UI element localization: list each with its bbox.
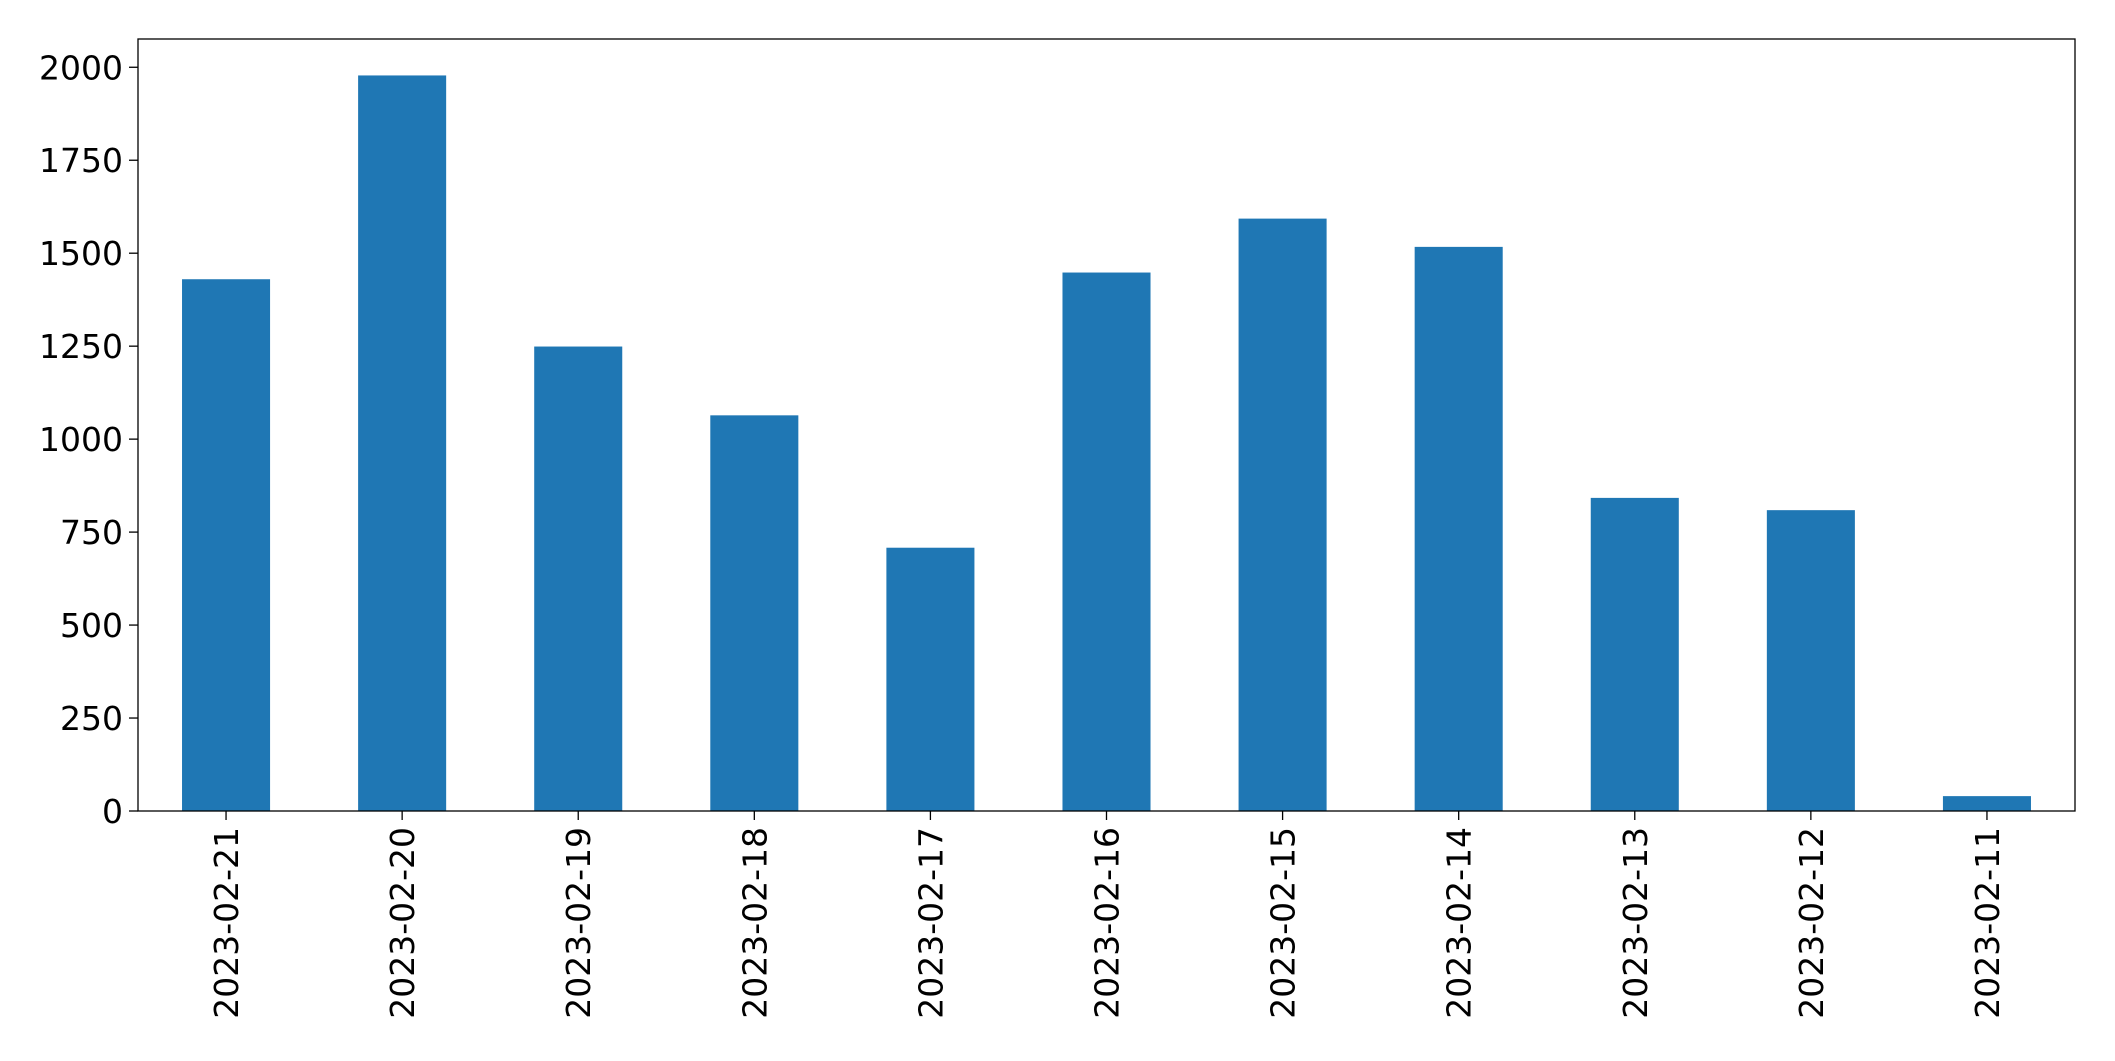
x-tick-label: 2023-02-21 [207, 827, 246, 1019]
x-tick-label: 2023-02-16 [1088, 827, 1127, 1019]
x-tick-label: 2023-02-11 [1968, 827, 2007, 1019]
bar [1062, 272, 1151, 812]
bar [710, 415, 799, 811]
y-tick-label: 0 [102, 792, 123, 831]
y-tick-label: 250 [60, 699, 123, 738]
x-tick-label: 2023-02-18 [735, 827, 774, 1019]
bar [358, 75, 447, 811]
bar [534, 346, 623, 811]
x-tick-label: 2023-02-15 [1264, 827, 1303, 1019]
x-tick-label: 2023-02-13 [1616, 827, 1655, 1019]
x-tick-label: 2023-02-17 [911, 827, 950, 1019]
bar [1766, 510, 1855, 811]
y-tick-label: 1250 [39, 327, 123, 366]
y-tick-label: 500 [60, 606, 123, 645]
y-tick-label: 1000 [39, 420, 123, 459]
bar [182, 279, 271, 811]
x-tick-label: 2023-02-14 [1440, 827, 1479, 1019]
x-tick-label: 2023-02-12 [1792, 827, 1831, 1019]
bar [886, 547, 975, 811]
y-tick-label: 1750 [39, 141, 123, 180]
plot-frame [137, 38, 2076, 812]
y-tick-label: 2000 [39, 48, 123, 87]
bar [1238, 218, 1327, 811]
bar [1414, 246, 1503, 811]
y-tick-label: 1500 [39, 234, 123, 273]
bar [1942, 796, 2031, 811]
x-tick-label: 2023-02-19 [559, 827, 598, 1019]
x-tick-label: 2023-02-20 [383, 827, 422, 1019]
bar [1590, 497, 1679, 811]
y-tick-label: 750 [60, 513, 123, 552]
